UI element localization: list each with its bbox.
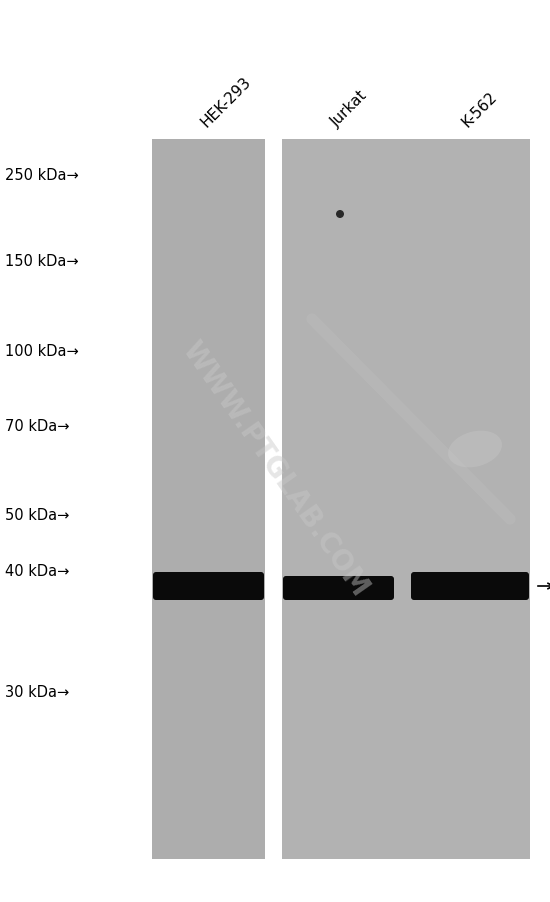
Ellipse shape <box>448 431 502 468</box>
Bar <box>282 140 530 859</box>
Text: 70 kDa→: 70 kDa→ <box>5 419 69 434</box>
FancyBboxPatch shape <box>283 576 394 601</box>
Text: 30 kDa→: 30 kDa→ <box>5 685 69 700</box>
Text: 40 kDa→: 40 kDa→ <box>5 564 69 579</box>
Text: K-562: K-562 <box>459 89 501 130</box>
FancyBboxPatch shape <box>153 573 264 601</box>
Text: 50 kDa→: 50 kDa→ <box>5 508 69 523</box>
Bar <box>152 140 265 859</box>
FancyBboxPatch shape <box>411 573 529 601</box>
Text: WWW.PTGLAB.COM: WWW.PTGLAB.COM <box>176 336 374 602</box>
Text: 150 kDa→: 150 kDa→ <box>5 254 79 269</box>
Text: 250 kDa→: 250 kDa→ <box>5 167 79 182</box>
Text: Jurkat: Jurkat <box>328 87 370 130</box>
Text: HEK-293: HEK-293 <box>198 74 254 130</box>
Text: 100 kDa→: 100 kDa→ <box>5 345 79 359</box>
Circle shape <box>336 211 344 219</box>
